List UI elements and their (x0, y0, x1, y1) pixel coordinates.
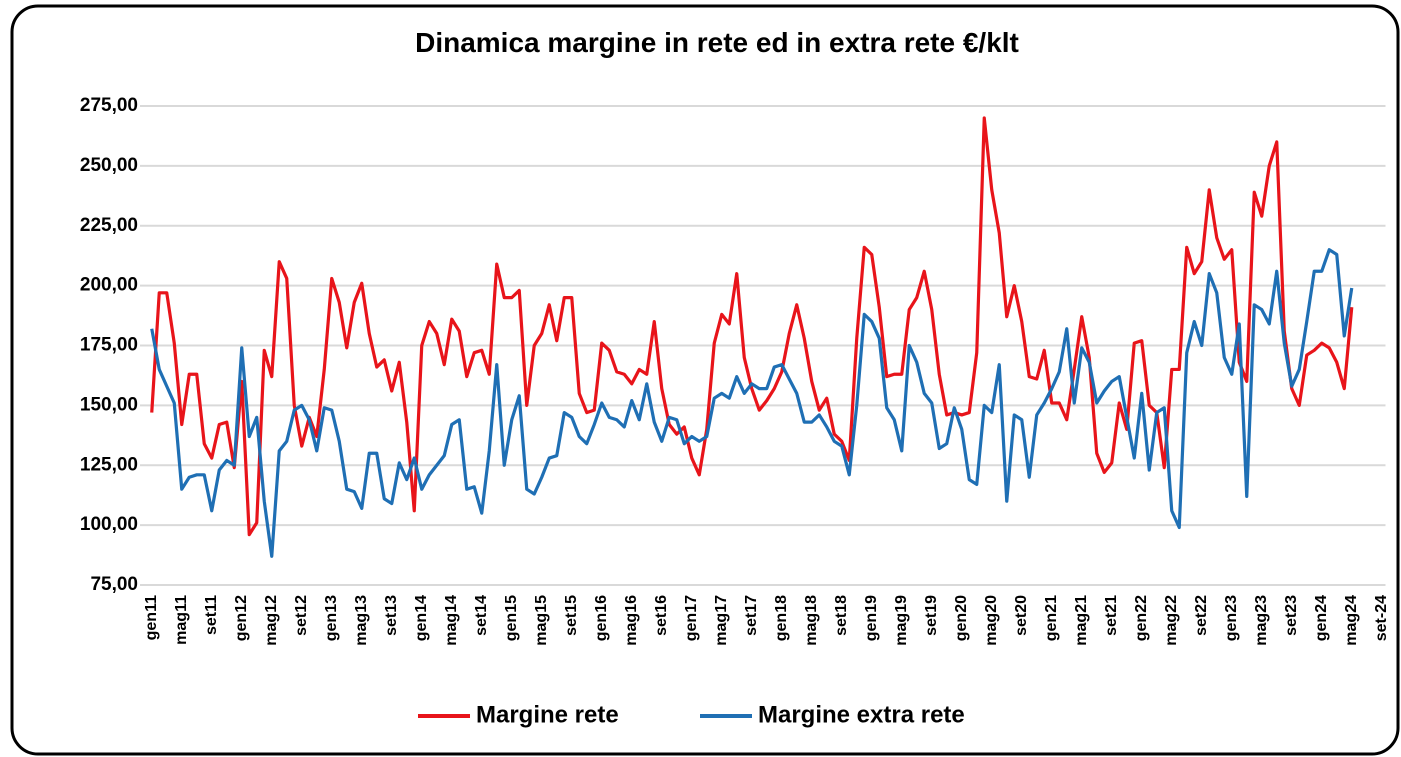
x-tick-label: mag24 (1343, 595, 1360, 646)
legend-label: Margine extra rete (758, 701, 965, 728)
x-tick-label: set18 (833, 595, 850, 636)
y-tick-label: 100,00 (80, 514, 138, 535)
x-tick-label: mag16 (623, 595, 640, 646)
x-tick-label: set21 (1103, 595, 1120, 636)
y-tick-label: 200,00 (80, 275, 138, 296)
x-tick-label: set11 (203, 595, 220, 635)
x-tick-label: gen21 (1043, 595, 1060, 641)
x-tick-label: mag15 (533, 595, 550, 646)
x-tick-label: set22 (1193, 595, 1210, 636)
x-tick-label: set16 (653, 595, 670, 636)
x-tick-label: set14 (473, 595, 490, 636)
x-tick-label: gen16 (593, 595, 610, 641)
y-tick-label: 125,00 (80, 454, 138, 475)
x-tick-label: mag23 (1253, 595, 1270, 646)
x-tick-label: mag14 (443, 595, 460, 646)
grid (140, 105, 1386, 586)
x-tick-label: gen14 (413, 595, 430, 641)
x-tick-label: gen24 (1313, 595, 1330, 641)
x-tick-label: gen12 (233, 595, 250, 641)
labels: 75,00 100,00 125,00 150,00 175,00 200,00 225,0… (80, 95, 1390, 728)
x-tick-label: mag22 (1163, 595, 1180, 646)
x-tick-label: gen18 (773, 595, 790, 641)
y-tick-label: 275,00 (80, 95, 138, 116)
y-tick-label: 250,00 (80, 155, 138, 176)
x-tick-label: gen13 (323, 595, 340, 641)
x-tick-label: gen20 (953, 595, 970, 641)
series-line (150, 248, 1354, 558)
y-tick-label: 225,00 (80, 215, 138, 236)
x-tick-label: set17 (743, 595, 760, 636)
x-tick-label: set-24 (1373, 595, 1390, 641)
x-tick-label: set12 (293, 595, 310, 636)
series-line (150, 116, 1354, 537)
lines (150, 116, 1354, 558)
x-tick-label: mag17 (713, 595, 730, 646)
x-tick-label: mag21 (1073, 595, 1090, 646)
x-tick-label: set19 (923, 595, 940, 636)
x-tick-label: gen15 (503, 595, 520, 641)
x-tick-label: mag20 (983, 595, 1000, 646)
x-tick-label: gen22 (1133, 595, 1150, 641)
x-tick-label: gen19 (863, 595, 880, 641)
x-tick-label: mag12 (263, 595, 280, 646)
y-tick-label: 150,00 (80, 394, 138, 415)
x-tick-label: gen11 (143, 595, 160, 640)
chart-frame (10, 4, 1400, 756)
x-tick-label: set13 (383, 595, 400, 636)
x-tick-label: mag19 (893, 595, 910, 646)
x-tick-label: mag11 (173, 595, 190, 645)
chart-title: Dinamica margine in rete ed in extra ret… (415, 27, 1019, 58)
x-tick-label: mag18 (803, 595, 820, 646)
legend-label: Margine rete (476, 701, 619, 728)
x-tick-label: mag13 (353, 595, 370, 646)
x-tick-label: set23 (1283, 595, 1300, 636)
x-tick-label: set15 (563, 595, 580, 636)
x-tick-label: set20 (1013, 595, 1030, 636)
x-tick-label: gen23 (1223, 595, 1240, 641)
y-tick-label: 175,00 (80, 335, 138, 356)
x-tick-label: gen17 (683, 595, 700, 641)
y-tick-label: 75,00 (90, 574, 138, 595)
